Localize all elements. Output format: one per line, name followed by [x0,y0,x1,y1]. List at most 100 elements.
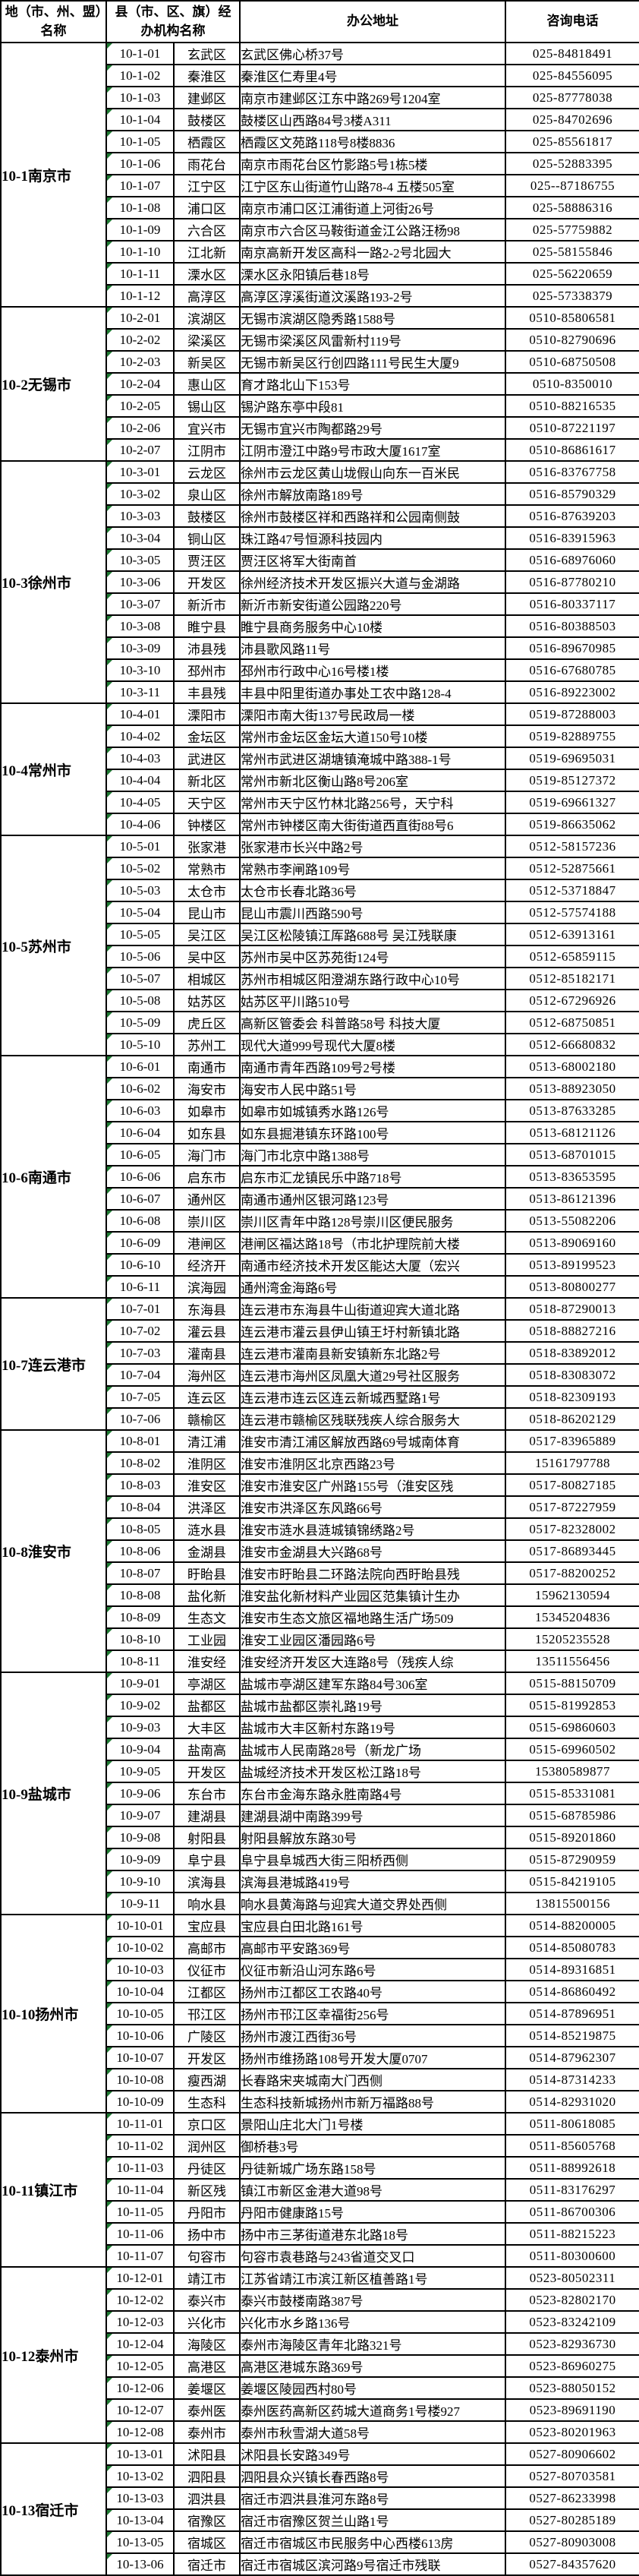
code-cell: 10-6-02 [105,1077,175,1101]
code-cell: 10-2-06 [105,416,175,440]
agency-name-cell: 瘦西湖 [173,2068,241,2092]
phone-cell: 0515-69960502 [505,1738,639,1762]
table-row: 10-3-03 鼓楼区 徐州市鼓楼区祥和西路祥和公园南侧鼓 0516-87639203 [1,504,639,529]
address-cell: 扬州市渡江西街36号 [239,2024,506,2048]
table-row: 10-5-10 苏州工 现代大道999号现代大厦8楼 0512-66680832 [1,1033,639,1057]
phone-cell: 0518-87290013 [505,1297,639,1321]
address-cell: 港闸区福达路18号（市北护理院前大楼 [239,1231,506,1255]
agency-name-cell: 滨湖区 [173,306,241,330]
table-row: 10-2-02 梁溪区 无锡市梁溪区风雷新村119号 0510-82790696 [1,328,639,352]
region-cell: 10-13宿迁市 [0,2442,107,2576]
table-row: 10-3-08 睢宁县 睢宁县商务服务中心10楼 0516-80388503 [1,614,639,639]
table-row: 10-9-09 阜宁县 阜宁县阜城西大街三阳桥西侧 0515-87290959 [1,1848,639,1872]
code-cell: 10-11-06 [105,2222,175,2246]
agency-name-cell: 连云区 [173,1385,241,1410]
address-cell: 建湖县湖中南路399号 [239,1804,506,1828]
agency-name-cell: 盐南高 [173,1738,241,1762]
code-cell: 10-10-07 [105,2046,175,2070]
table-row: 10-5苏州市 10-5-01 张家港 张家港市长兴中路2号 0512-58157236 [0,835,639,1057]
agency-name-cell: 丹徒区 [173,2156,241,2180]
agency-name-cell: 姜堰区 [173,2376,241,2401]
address-cell: 徐州市鼓楼区祥和西路祥和公园南侧鼓 [239,504,506,529]
agency-name-cell: 苏州工 [173,1033,241,1057]
address-cell: 长春路宋夹城南大门西侧 [239,2068,506,2092]
code-cell: 10-6-06 [105,1165,175,1189]
code-cell: 10-10-02 [105,1936,175,1960]
phone-cell: 025-84556095 [505,64,639,88]
code-cell: 10-1-07 [105,174,175,198]
table-row: 10-11-07 句容市 句容市袁巷路与243省道交叉口 0511-80300600 [1,2244,639,2268]
address-cell: 阜宁县阜城西大街三阳桥西侧 [239,1848,506,1872]
table-row: 10-10-07 开发区 扬州市维扬路108号开发大厦0707 0514-879623… [1,2046,639,2070]
code-cell: 10-1-04 [105,108,175,132]
agency-name-cell: 淮安区 [173,1473,241,1498]
agency-name-cell: 海陵区 [173,2332,241,2357]
code-cell: 10-2-01 [105,306,175,330]
phone-cell: 0523-88050152 [505,2376,639,2401]
address-cell: 射阳县解放东路30号 [239,1826,506,1850]
code-cell: 10-5-10 [105,1033,175,1057]
agency-name-cell: 云龙区 [173,460,241,485]
col-header-phone: 咨询电话 [505,0,639,44]
phone-cell: 0514-87962307 [505,2046,639,2070]
phone-cell: 0513-68121126 [505,1121,639,1145]
code-cell: 10-3-05 [105,548,175,573]
code-cell: 10-2-02 [105,328,175,352]
table-row: 10-5-05 吴江区 吴江区松陵镇江厍路688号 吴江残联康 0512-639131… [1,923,639,947]
code-cell: 10-8-05 [105,1517,175,1542]
code-cell: 10-8-01 [105,1429,175,1454]
phone-cell: 0527-80906602 [505,2442,639,2467]
table-row: 10-11-05 丹阳市 丹阳市健康路15号 0511-86700306 [1,2200,639,2224]
address-cell: 常州市金坛区金坛大道150号10楼 [239,724,506,749]
region-cell: 10-3徐州市 [0,460,107,705]
phone-cell: 0512-58157236 [505,835,639,859]
phone-cell: 025-58155846 [505,240,639,264]
table-row: 10-5-06 吴中区 苏州市吴中区苏苑街124号 0512-65859115 [1,945,639,969]
table-row: 10-6-08 崇川区 崇川区青年中路128号崇川区便民服务 0513-5508220… [1,1209,639,1233]
code-cell: 10-11-01 [105,2112,175,2136]
code-cell: 10-12-08 [105,2420,175,2445]
phone-cell: 0527-84357620 [505,2552,639,2576]
agency-name-cell: 通州区 [173,1187,241,1211]
phone-cell: 0516-83915963 [505,526,639,551]
address-cell: 高淳区淳溪街道汶溪路193-2号 [239,284,506,308]
table-row: 10-10-06 广陵区 扬州市渡江西街36号 0514-85219875 [1,2024,639,2048]
agency-name-cell: 栖霞区 [173,130,241,154]
code-cell: 10-2-03 [105,350,175,374]
agency-name-cell: 钟楼区 [173,813,241,837]
code-cell: 10-8-08 [105,1583,175,1608]
table-row: 10-10-03 仪征市 仪征市新沿山河东路6号 0514-89316851 [1,1958,639,1982]
agency-name-cell: 赣榆区 [173,1407,241,1432]
address-cell: 无锡市滨湖区隐秀路1588号 [239,306,506,330]
code-cell: 10-3-08 [105,614,175,639]
table-row: 10-5-09 虎丘区 高新区管委会 科普路58号 科技大厦 0512-6875085… [1,1011,639,1035]
phone-cell: 025-84702696 [505,108,639,132]
region-cell: 10-11镇江市 [0,2112,107,2268]
code-cell: 10-9-07 [105,1804,175,1828]
phone-cell: 0515-87290959 [505,1848,639,1872]
agency-name-cell: 金坛区 [173,724,241,749]
code-cell: 10-12-03 [105,2310,175,2334]
address-cell: 滨海县港城路419号 [239,1870,506,1894]
phone-cell: 025-87778038 [505,86,639,110]
address-cell: 泰兴市鼓楼南路387号 [239,2288,506,2312]
code-cell: 10-5-09 [105,1011,175,1035]
agency-name-cell: 江北新 [173,240,241,264]
code-cell: 10-2-05 [105,394,175,418]
code-cell: 10-13-05 [105,2530,175,2555]
agency-name-cell: 武进区 [173,747,241,771]
table-row: 10-10-05 邗江区 扬州市邗江区幸福街256号 0514-87896951 [1,2002,639,2026]
phone-cell: 0512-67296926 [505,989,639,1013]
address-cell: 盐城市亭湖区建军东路84号306室 [239,1672,506,1696]
address-cell: 仪征市新沿山河东路6号 [239,1958,506,1982]
phone-cell: 0523-82936730 [505,2332,639,2357]
agency-name-cell: 泰州医 [173,2398,241,2423]
code-cell: 10-10-01 [105,1914,175,1938]
address-cell: 邳州市行政中心16号楼1楼 [239,658,506,683]
phone-cell: 0527-80703581 [505,2464,639,2489]
region-cell: 10-6南通市 [0,1055,107,1299]
table-row: 10-7连云港市 10-7-01 东海县 连云港市东海县牛山街道迎宾大道北路 0518-… [0,1297,639,1432]
agency-name-cell: 常熟市 [173,857,241,881]
address-cell: 南通市青年西路109号2号楼 [239,1055,506,1079]
table-row: 10-12-07 泰州医 泰州医药高新区药城大道商务1号楼927 0523-89691… [1,2398,639,2423]
